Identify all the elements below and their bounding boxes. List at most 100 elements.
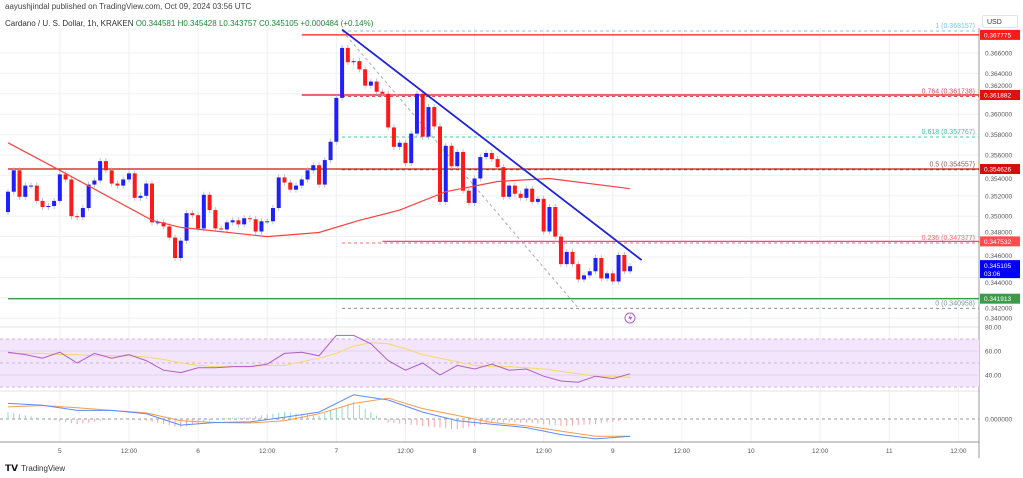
price-tick-label: 0.364000: [985, 71, 1012, 78]
bearish-candle: [161, 222, 166, 227]
bullish-candle: [616, 254, 621, 282]
currency-button[interactable]: USD: [982, 15, 1018, 28]
bearish-candle: [167, 226, 172, 238]
bullish-candle: [138, 195, 143, 198]
fib-level-label: 0.236 (0.347377): [922, 235, 975, 242]
bullish-candle: [23, 185, 28, 197]
bullish-candle: [334, 97, 339, 142]
bullish-candle: [265, 221, 270, 223]
bearish-candle: [196, 215, 201, 229]
price-level-badge: [980, 236, 1020, 247]
price-level-badge: [980, 29, 1020, 40]
bearish-trendline: [341, 28, 643, 261]
bearish-candle: [109, 170, 114, 184]
price-tick-label: 0.340000: [985, 316, 1012, 323]
bullish-candle: [121, 179, 126, 186]
bullish-candle: [478, 157, 483, 179]
bullish-candle: [52, 200, 57, 206]
bearish-candle: [558, 236, 563, 265]
bearish-candle: [599, 258, 604, 279]
bearish-candle: [610, 273, 615, 282]
bearish-candle: [449, 145, 454, 167]
price-tick-label: 0.344000: [985, 280, 1012, 287]
horizontal-levels: 1 (0.368157) 0.764 (0.361738) 0.618 (0.357…: [8, 23, 979, 309]
bearish-candle: [518, 193, 523, 198]
bearish-candle: [282, 177, 287, 183]
time-tick-label: 12:00: [397, 448, 414, 455]
bullish-candle: [92, 180, 97, 185]
bearish-candle: [363, 69, 368, 86]
fib-level-label: 1 (0.368157): [935, 23, 975, 30]
bearish-candle: [501, 167, 506, 197]
bearish-candle: [132, 173, 137, 198]
rsi-pane: [0, 334, 979, 388]
bullish-candle: [155, 222, 160, 224]
macd-line: [7, 394, 631, 440]
tradingview-logo-icon[interactable]: 𝗧𝗩: [5, 463, 19, 473]
bullish-candle: [259, 221, 264, 232]
overlays: [7, 28, 643, 261]
bearish-candle: [466, 190, 471, 203]
moving-average-line: [7, 142, 631, 238]
fib-trend-line: [341, 30, 579, 309]
bullish-candle: [524, 188, 529, 198]
bullish-candle: [86, 184, 91, 209]
time-tick-label: 12:00: [674, 448, 691, 455]
rsi-tick-label: 80.00: [985, 325, 1002, 332]
bullish-candle: [587, 271, 592, 276]
price-tick-label: 0.360000: [985, 112, 1012, 119]
bullish-candle: [322, 160, 327, 185]
bullish-candle: [242, 218, 247, 225]
bearish-candle: [391, 127, 396, 147]
price-axis[interactable]: 0.366000 0.364000 0.362000 0.360000 0.358000…: [980, 28, 1023, 458]
bearish-candle: [576, 264, 581, 280]
bullish-candle: [126, 173, 131, 180]
bullish-candle: [98, 161, 103, 181]
bearish-candle: [213, 210, 218, 229]
bullish-candle: [535, 198, 540, 202]
bearish-candle: [553, 207, 558, 237]
price-tick-label: 0.354000: [985, 176, 1012, 183]
bullish-candle: [201, 194, 206, 229]
price-tick-label: 0.366000: [985, 51, 1012, 58]
price-level-badge-label: 0.341913: [984, 296, 1011, 303]
bearish-candle: [236, 220, 241, 225]
time-tick-label: 7: [335, 448, 339, 455]
candles: [6, 44, 633, 285]
bearish-candle: [380, 91, 385, 94]
ohlc-low: L0.343757: [218, 19, 257, 28]
bearish-candle: [374, 81, 379, 92]
lightning-bolt-icon[interactable]: [624, 312, 636, 324]
price-tick-label: 0.356000: [985, 153, 1012, 160]
bearish-candle: [357, 61, 362, 70]
bearish-candle: [317, 165, 322, 185]
bullish-candle: [582, 275, 586, 280]
rsi-tick-label: 60.00: [985, 349, 1002, 356]
bearish-candle: [386, 93, 391, 128]
bearish-candle: [69, 179, 74, 217]
bullish-candle: [29, 185, 34, 187]
price-level-badge-label: 0.361882: [984, 93, 1011, 100]
bullish-candle: [230, 220, 235, 223]
price-level-badge-label: 0.354626: [984, 167, 1011, 174]
bearish-candle: [253, 219, 258, 232]
footer: 𝗧𝗩 TradingView: [5, 463, 65, 474]
bearish-candle: [103, 161, 108, 171]
time-tick-label: 12:00: [536, 448, 553, 455]
bullish-candle: [409, 133, 414, 164]
bullish-candle: [311, 165, 316, 171]
bullish-candle: [46, 206, 51, 208]
bearish-candle: [622, 254, 627, 272]
bullish-candle: [628, 266, 633, 272]
bullish-candle: [414, 93, 419, 134]
rsi-line: [7, 334, 631, 383]
rsi-tick-label: 40.00: [985, 373, 1002, 380]
bullish-candle: [547, 207, 552, 232]
macd-pane: [0, 394, 979, 440]
fib-level-label: 0.618 (0.357767): [922, 129, 975, 136]
bullish-candle: [57, 174, 62, 201]
bullish-candle: [564, 251, 569, 265]
bearish-candle: [541, 198, 546, 232]
time-axis[interactable]: 5 12:00 6 12:00 7 12:00 8 12:00 9 12:00 10 12:00 11 1…: [58, 448, 967, 455]
